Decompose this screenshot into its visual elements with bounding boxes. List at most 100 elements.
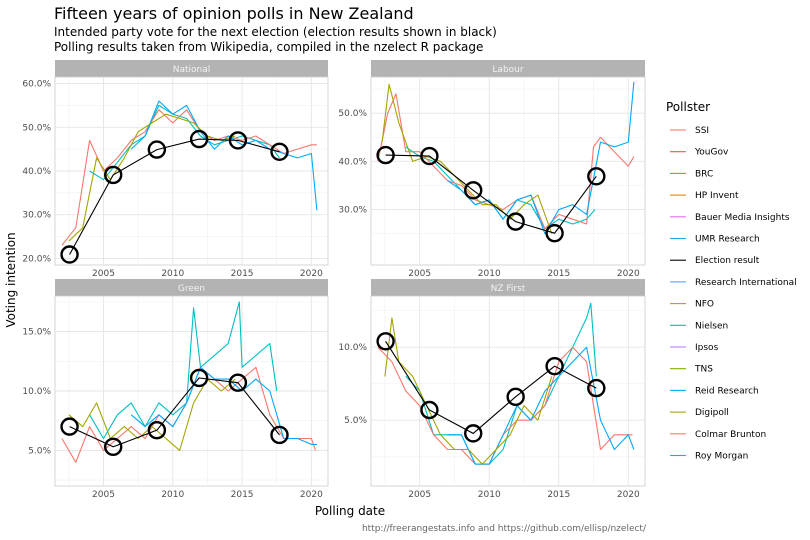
series-line-digipoll-nz-first bbox=[384, 317, 553, 465]
election-result-point-national bbox=[60, 245, 79, 264]
election-result-point-green bbox=[270, 425, 289, 445]
x-tick-label: 2020 bbox=[300, 269, 323, 279]
series-line-reid-research-green bbox=[130, 366, 317, 445]
chart-title: Fifteen years of opinion polls in New Ze… bbox=[54, 4, 414, 23]
legend-label-ssi: SSI bbox=[695, 126, 709, 136]
legend-label-brc: BRC bbox=[695, 169, 713, 179]
legend: Pollster SSI YouGov BRC HP Invent Bauer Medi… bbox=[666, 100, 797, 462]
y-tick-label: 30.0% bbox=[338, 206, 367, 216]
x-tick-label: 2005 bbox=[408, 269, 431, 279]
panel-green: Green 2005 2010 2015 2020 5.0% 10.0% 15.0% bbox=[22, 279, 329, 500]
strip-label-national: National bbox=[173, 65, 211, 75]
election-result-point-nz-first bbox=[464, 424, 483, 443]
legend-title: Pollster bbox=[666, 100, 710, 114]
legend-label-election-result: Election result bbox=[695, 256, 760, 266]
y-tick-label: 40.0% bbox=[338, 157, 367, 167]
election-result-point-nz-first bbox=[587, 378, 606, 398]
y-tick-label: 30.0% bbox=[22, 211, 51, 221]
strip-label-green: Green bbox=[178, 284, 205, 294]
legend-label-roy-morgan: Roy Morgan bbox=[695, 452, 748, 462]
legend-item-nfo: NFO bbox=[670, 300, 714, 310]
y-tick-label: 50.0% bbox=[338, 109, 367, 119]
legend-label-ipsos: Ipsos bbox=[695, 343, 719, 353]
x-tick-label: 2005 bbox=[92, 269, 115, 279]
legend-item-nielsen: Nielsen bbox=[670, 321, 728, 331]
series-line-reid-research-national bbox=[130, 100, 318, 211]
legend-label-tns: TNS bbox=[694, 365, 713, 375]
election-result-point-national bbox=[104, 165, 123, 185]
panel-national: National 2005 2010 2015 2020 20.0% 30.0% 40.0% 5… bbox=[22, 60, 329, 279]
election-result-point-national bbox=[228, 131, 248, 150]
election-result-point-labour bbox=[587, 167, 606, 186]
election-result-point-green bbox=[228, 373, 248, 392]
series-line-roy-morgan-green bbox=[89, 301, 278, 440]
legend-item-umr-research: UMR Research bbox=[670, 235, 760, 245]
legend-label-colmar-brunton: Colmar Brunton bbox=[695, 430, 766, 440]
x-tick-label: 2015 bbox=[547, 269, 570, 279]
series-line-colmar-brunton-labour bbox=[377, 93, 635, 230]
election-result-point-labour bbox=[376, 145, 395, 165]
y-tick-label: 10.0% bbox=[22, 387, 51, 397]
election-result-point-green bbox=[147, 420, 167, 440]
chart-caption: http://freerangestats.info and https://g… bbox=[362, 524, 647, 534]
legend-label-umr-research: UMR Research bbox=[695, 235, 760, 245]
panel-nz-first: NZ First 2005 2010 2015 2020 5.0% 10.0% bbox=[338, 279, 646, 500]
y-tick-label: 10.0% bbox=[338, 343, 367, 353]
y-tick-label: 40.0% bbox=[22, 167, 51, 177]
election-result-point-green bbox=[189, 368, 209, 388]
y-tick-label: 5.0% bbox=[28, 446, 51, 456]
series-line-reid-research-labour bbox=[447, 81, 635, 235]
election-result-point-labour bbox=[420, 146, 439, 166]
election-result-point-nz-first bbox=[545, 356, 564, 376]
x-tick-label: 2020 bbox=[617, 269, 640, 279]
y-tick-label: 60.0% bbox=[22, 80, 51, 90]
legend-item-bauer-media-insights: Bauer Media Insights bbox=[670, 213, 790, 223]
series-line-digipoll-labour bbox=[381, 83, 553, 234]
legend-label-digipoll: Digipoll bbox=[695, 408, 729, 418]
election-result-point-labour bbox=[545, 223, 564, 243]
strip-green bbox=[55, 279, 328, 296]
series-line-colmar-brunton-national bbox=[61, 109, 317, 246]
legend-item-hp-invent: HP Invent bbox=[670, 191, 739, 201]
legend-item-colmar-brunton: Colmar Brunton bbox=[670, 430, 766, 440]
election-result-point-green bbox=[104, 437, 123, 457]
strip-nz-first bbox=[371, 279, 645, 296]
series-line-reid-research-nz-first bbox=[447, 346, 635, 465]
panel-labour: Labour 2005 2010 2015 2020 30.0% 40.0% 50.0% bbox=[338, 60, 646, 279]
strip-label-labour: Labour bbox=[492, 65, 523, 75]
x-tick-label: 2015 bbox=[231, 490, 254, 500]
election-result-point-green bbox=[60, 417, 79, 436]
x-tick-label: 2005 bbox=[408, 490, 431, 500]
x-tick-label: 2010 bbox=[478, 490, 501, 500]
strip-labour bbox=[371, 60, 645, 77]
x-tick-label: 2010 bbox=[161, 490, 184, 500]
strip-national bbox=[55, 60, 328, 77]
election-result-point-national bbox=[270, 142, 289, 161]
legend-item-brc: BRC bbox=[670, 169, 713, 179]
legend-item-digipoll: Digipoll bbox=[670, 408, 729, 418]
legend-label-hp-invent: HP Invent bbox=[695, 191, 739, 201]
legend-label-reid-research: Reid Research bbox=[695, 386, 759, 396]
x-tick-label: 2020 bbox=[617, 490, 640, 500]
legend-item-election-result: Election result bbox=[670, 256, 760, 266]
election-result-point-national bbox=[189, 129, 209, 149]
chart-subtitle-line-1: Intended party vote for the next electio… bbox=[54, 25, 497, 39]
legend-label-yougov: YouGov bbox=[694, 148, 729, 158]
legend-item-yougov: YouGov bbox=[670, 148, 729, 158]
x-tick-label: 2020 bbox=[300, 490, 323, 500]
series-line-roy-morgan-national bbox=[89, 104, 280, 181]
election-result-point-nz-first bbox=[376, 332, 395, 351]
strip-label-nz-first: NZ First bbox=[491, 284, 526, 294]
election-result-point-nz-first bbox=[506, 387, 525, 407]
x-tick-label: 2015 bbox=[231, 269, 254, 279]
legend-item-ipsos: Ipsos bbox=[670, 343, 719, 353]
x-tick-label: 2015 bbox=[547, 490, 570, 500]
x-tick-label: 2010 bbox=[161, 269, 184, 279]
x-axis-title: Polling date bbox=[315, 504, 385, 518]
election-result-point-labour bbox=[464, 181, 483, 200]
y-tick-label: 50.0% bbox=[22, 123, 51, 133]
election-result-point-labour bbox=[506, 212, 525, 231]
y-tick-label: 20.0% bbox=[22, 254, 51, 264]
legend-item-reid-research: Reid Research bbox=[670, 386, 759, 396]
